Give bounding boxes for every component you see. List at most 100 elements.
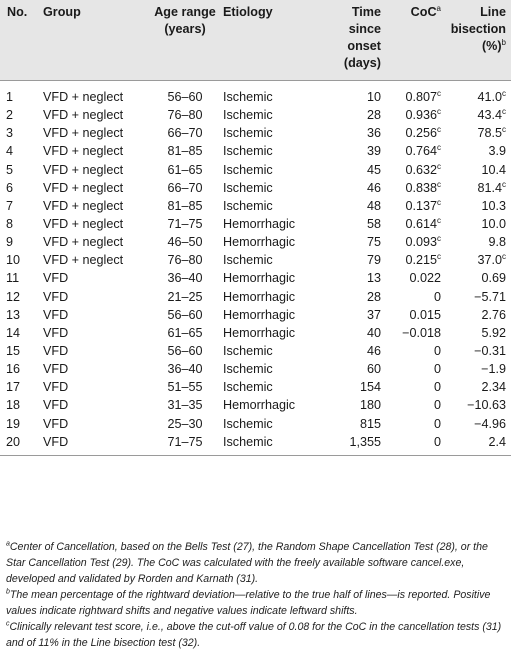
cell-time-value: 180 <box>359 398 381 413</box>
cell-etiology-value: Hemorrhagic <box>223 289 296 304</box>
cell-age-value: 71–75 <box>167 434 203 449</box>
cell-bisection: 2.4 <box>444 432 511 456</box>
cell-bisection: 10.3 <box>444 197 511 215</box>
cell-age: 51–55 <box>150 378 220 396</box>
footnote-text: The mean percentage of the rightward dev… <box>6 589 491 617</box>
cell-age-value: 61–65 <box>167 325 203 340</box>
cell-etiology: Ischemic <box>220 179 318 197</box>
cell-time-value: 46 <box>366 180 381 195</box>
cell-bisection-value: −10.63 <box>467 398 506 413</box>
cell-time: 58 <box>318 215 384 233</box>
cell-coc: 0.022 <box>384 269 444 287</box>
cell-age-value: 36–40 <box>167 362 203 377</box>
cell-group: VFD + neglect <box>40 251 150 269</box>
table-row: 17 VFD 51–55 Ischemic 154 0 2.34 <box>0 378 511 396</box>
cell-bisection-value: 10.4 <box>481 162 506 177</box>
cell-coc-value: 0.137 <box>405 198 437 213</box>
cell-age-value: 56–60 <box>167 344 203 359</box>
cell-no-value: 3 <box>6 126 14 141</box>
cell-group: VFD <box>40 324 150 342</box>
cell-etiology: Ischemic <box>220 197 318 215</box>
cell-coc-value: 0 <box>433 362 441 377</box>
cell-coc: 0 <box>384 415 444 433</box>
cell-coc: 0.015 <box>384 306 444 324</box>
cell-etiology: Ischemic <box>220 342 318 360</box>
cell-no-value: 4 <box>6 144 14 159</box>
cell-bisection: −10.63 <box>444 396 511 414</box>
cell-coc-mark: c <box>437 161 441 171</box>
cell-bisection: 0.69 <box>444 269 511 287</box>
header-bisection: Line bisection (%)b <box>444 0 511 81</box>
cell-no: 19 <box>0 415 40 433</box>
cell-coc-mark: c <box>437 143 441 153</box>
cell-bisection-value: 43.4 <box>477 108 502 123</box>
cell-etiology-value: Ischemic <box>223 90 273 105</box>
cell-etiology: Hemorrhagic <box>220 324 318 342</box>
cell-age-value: 81–85 <box>167 144 203 159</box>
cell-time: 60 <box>318 360 384 378</box>
cell-coc-mark: c <box>437 88 441 98</box>
cell-no-value: 18 <box>6 398 21 413</box>
cell-group: VFD <box>40 306 150 324</box>
cell-etiology-value: Ischemic <box>223 144 273 159</box>
cell-time-value: 1,355 <box>349 434 381 449</box>
cell-group: VFD <box>40 288 150 306</box>
cell-coc-value: 0.093 <box>405 235 437 250</box>
table-row: 14 VFD 61–65 Hemorrhagic 40 −0.018 5.92 <box>0 324 511 342</box>
cell-group-value: VFD + neglect <box>43 198 124 213</box>
cell-etiology-value: Hemorrhagic <box>223 235 296 250</box>
cell-coc: 0.936c <box>384 106 444 124</box>
cell-coc-mark: c <box>437 197 441 207</box>
cell-coc-mark: c <box>437 179 441 189</box>
cell-age-value: 81–85 <box>167 198 203 213</box>
cell-bisection: −0.31 <box>444 342 511 360</box>
header-bisection-label: Line bisection (%) <box>450 5 506 53</box>
cell-group: VFD <box>40 342 150 360</box>
cell-etiology: Ischemic <box>220 360 318 378</box>
cell-group-value: VFD <box>43 307 69 322</box>
cell-age-value: 56–60 <box>167 307 203 322</box>
cell-bisection-value: 2.76 <box>481 307 506 322</box>
table-row: 2 VFD + neglect 76–80 Ischemic 28 0.936c 43.4c <box>0 106 511 124</box>
cell-etiology-value: Hemorrhagic <box>223 217 296 232</box>
cell-coc-mark: c <box>437 234 441 243</box>
cell-time: 40 <box>318 324 384 342</box>
header-row: No. Group Age range (years) Etiology Tim… <box>0 0 511 81</box>
cell-bisection-value: −1.9 <box>481 362 506 377</box>
cell-no-value: 11 <box>6 271 20 286</box>
table-row: 16 VFD 36–40 Ischemic 60 0 −1.9 <box>0 360 511 378</box>
cell-age: 66–70 <box>150 124 220 142</box>
cell-age: 66–70 <box>150 179 220 197</box>
cell-etiology-value: Ischemic <box>223 198 273 213</box>
cell-bisection: 78.5c <box>444 124 511 142</box>
cell-age-value: 71–75 <box>167 217 203 232</box>
cell-age: 56–60 <box>150 342 220 360</box>
table-row: 3 VFD + neglect 66–70 Ischemic 36 0.256c 78.5c <box>0 124 511 142</box>
table-body: 1 VFD + neglect 56–60 Ischemic 10 0.807c 41.0c… <box>0 81 511 456</box>
table-row: 20 VFD 71–75 Ischemic 1,355 0 2.4 <box>0 432 511 456</box>
cell-etiology: Hemorrhagic <box>220 306 318 324</box>
cell-no: 18 <box>0 396 40 414</box>
cell-no-value: 15 <box>6 344 21 359</box>
cell-coc-value: 0.015 <box>409 307 441 322</box>
cell-etiology: Ischemic <box>220 432 318 456</box>
cell-etiology-value: Hemorrhagic <box>223 325 296 340</box>
cell-no: 13 <box>0 306 40 324</box>
cell-group-value: VFD + neglect <box>43 144 124 159</box>
cell-etiology-value: Ischemic <box>223 434 273 449</box>
cell-age: 71–75 <box>150 432 220 456</box>
cell-no-value: 16 <box>6 362 21 377</box>
cell-time: 45 <box>318 161 384 179</box>
cell-age: 21–25 <box>150 288 220 306</box>
cell-coc: 0.137c <box>384 197 444 215</box>
cell-no: 12 <box>0 288 40 306</box>
cell-no-value: 19 <box>6 416 21 431</box>
cell-coc-value: 0.022 <box>409 271 441 286</box>
cell-coc: 0.256c <box>384 124 444 142</box>
cell-group: VFD + neglect <box>40 161 150 179</box>
header-no: No. <box>0 0 40 81</box>
cell-etiology: Ischemic <box>220 106 318 124</box>
header-coc-mark: a <box>436 3 441 13</box>
cell-coc: 0.093c <box>384 233 444 251</box>
cell-coc-value: 0.215 <box>405 253 437 268</box>
